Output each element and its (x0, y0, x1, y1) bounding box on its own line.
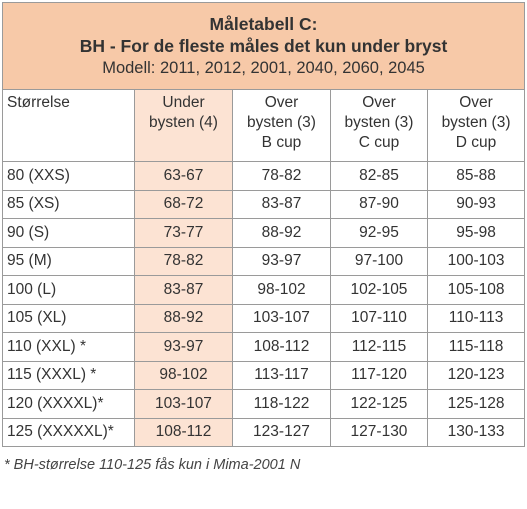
measurement-cell: 98-102 (134, 360, 233, 390)
column-header-line: C cup (358, 134, 400, 151)
column-header-line: B cup (261, 134, 302, 151)
measurement-cell: 92-95 (330, 218, 428, 248)
measurement-cell: 90-93 (426, 189, 526, 219)
measurement-cell: 78-82 (134, 246, 233, 276)
column-header: Over bysten (3) D cup (426, 89, 526, 162)
table-row: 110 (XXL) * 93-97 108-112 112-115 115-118 (2, 332, 526, 362)
table-row: 85 (XS) 68-72 83-87 87-90 90-93 (2, 189, 526, 219)
measurement-cell: 108-112 (134, 417, 233, 447)
measurement-cell: 85-88 (426, 161, 526, 191)
measurement-cell: 88-92 (232, 218, 331, 248)
measurement-cell: 130-133 (426, 417, 526, 447)
size-chart-table: Måletabell C: BH - For de fleste måles d… (1, 2, 526, 447)
measurement-cell: 98-102 (232, 275, 331, 305)
title-row: Måletabell C: BH - For de fleste måles d… (1, 2, 526, 90)
measurement-cell: 93-97 (232, 246, 331, 276)
measurement-cell: 107-110 (330, 303, 428, 333)
measurement-cell: 103-107 (232, 303, 331, 333)
measurement-cell: 120-123 (426, 360, 526, 390)
table-title: Måletabell C: BH - For de fleste måles d… (1, 2, 526, 90)
column-header: Størrelse (2, 89, 135, 162)
size-cell: 80 (XXS) (2, 161, 135, 191)
size-cell: 95 (M) (2, 246, 135, 276)
measurement-cell: 88-92 (134, 303, 233, 333)
measurement-cell: 95-98 (426, 218, 526, 248)
column-header-row: Størrelse Under bysten (4) Over bysten (3) B … (2, 89, 526, 162)
table-row: 100 (L) 83-87 98-102 102-105 105-108 (2, 275, 526, 305)
measurement-cell: 125-128 (426, 389, 526, 419)
size-cell: 90 (S) (2, 218, 135, 248)
measurement-cell: 102-105 (330, 275, 428, 305)
table-body: 80 (XXS) 63-67 78-82 82-85 85-88 85 (XS) 68-72… (2, 161, 526, 447)
measurement-cell: 122-125 (330, 389, 428, 419)
measurement-cell: 97-100 (330, 246, 428, 276)
column-header: Over bysten (3) B cup (232, 89, 331, 162)
measurement-cell: 83-87 (134, 275, 233, 305)
measurement-cell: 110-113 (426, 303, 526, 333)
measurement-cell: 115-118 (426, 332, 526, 362)
column-header-line: bysten (3) (247, 114, 316, 131)
measurement-cell: 127-130 (330, 417, 428, 447)
table-row: 120 (XXXXL)* 103-107 118-122 122-125 125-128 (2, 389, 526, 419)
column-header-line: Størrelse (7, 94, 70, 111)
column-header: Over bysten (3) C cup (330, 89, 428, 162)
measurement-cell: 105-108 (426, 275, 526, 305)
column-header-line: bysten (3) (441, 114, 511, 131)
measurement-cell: 103-107 (134, 389, 233, 419)
measurement-cell: 113-117 (232, 360, 331, 390)
title-heading: Måletabell C: (209, 14, 318, 34)
measurement-cell: 118-122 (232, 389, 331, 419)
table-row: 80 (XXS) 63-67 78-82 82-85 85-88 (2, 161, 526, 191)
measurement-cell: 68-72 (134, 189, 233, 219)
size-cell: 85 (XS) (2, 189, 135, 219)
title-subheading: BH - For de fleste måles det kun under b… (79, 36, 448, 56)
size-cell: 100 (L) (2, 275, 135, 305)
measurement-cell: 82-85 (330, 161, 428, 191)
measurement-cell: 83-87 (232, 189, 331, 219)
size-cell: 115 (XXXL) * (2, 360, 135, 390)
size-cell: 120 (XXXXL)* (2, 389, 135, 419)
footnote: * BH-størrelse 110-125 fås kun i Mima-20… (4, 457, 301, 473)
table-row: 95 (M) 78-82 93-97 97-100 100-103 (2, 246, 526, 276)
table-row: 105 (XL) 88-92 103-107 107-110 110-113 (2, 303, 526, 333)
column-header: Under bysten (4) (134, 89, 233, 162)
measurement-cell: 93-97 (134, 332, 233, 362)
measurement-cell: 87-90 (330, 189, 428, 219)
title-models: Modell: 2011, 2012, 2001, 2040, 2060, 20… (102, 59, 425, 77)
measurement-cell: 100-103 (426, 246, 526, 276)
measurement-cell: 78-82 (232, 161, 331, 191)
column-header-line: bysten (3) (344, 114, 414, 131)
column-header-line: Under (162, 94, 205, 111)
column-header-line: D cup (455, 134, 497, 151)
column-header-line: Over (362, 94, 396, 111)
measurement-cell: 108-112 (232, 332, 331, 362)
measurement-cell: 73-77 (134, 218, 233, 248)
column-header-line: Over (264, 94, 299, 111)
size-cell: 125 (XXXXXL)* (2, 417, 135, 447)
column-header-line: bysten (4) (149, 114, 218, 131)
column-header-line: Over (459, 94, 493, 111)
table-row: 115 (XXXL) * 98-102 113-117 117-120 120-123 (2, 360, 526, 390)
table-row: 90 (S) 73-77 88-92 92-95 95-98 (2, 218, 526, 248)
measurement-cell: 123-127 (232, 417, 331, 447)
table-row: 125 (XXXXXL)* 108-112 123-127 127-130 130-13… (2, 417, 526, 447)
measurement-cell: 63-67 (134, 161, 233, 191)
measurement-cell: 117-120 (330, 360, 428, 390)
size-cell: 110 (XXL) * (2, 332, 135, 362)
size-cell: 105 (XL) (2, 303, 135, 333)
measurement-cell: 112-115 (330, 332, 428, 362)
